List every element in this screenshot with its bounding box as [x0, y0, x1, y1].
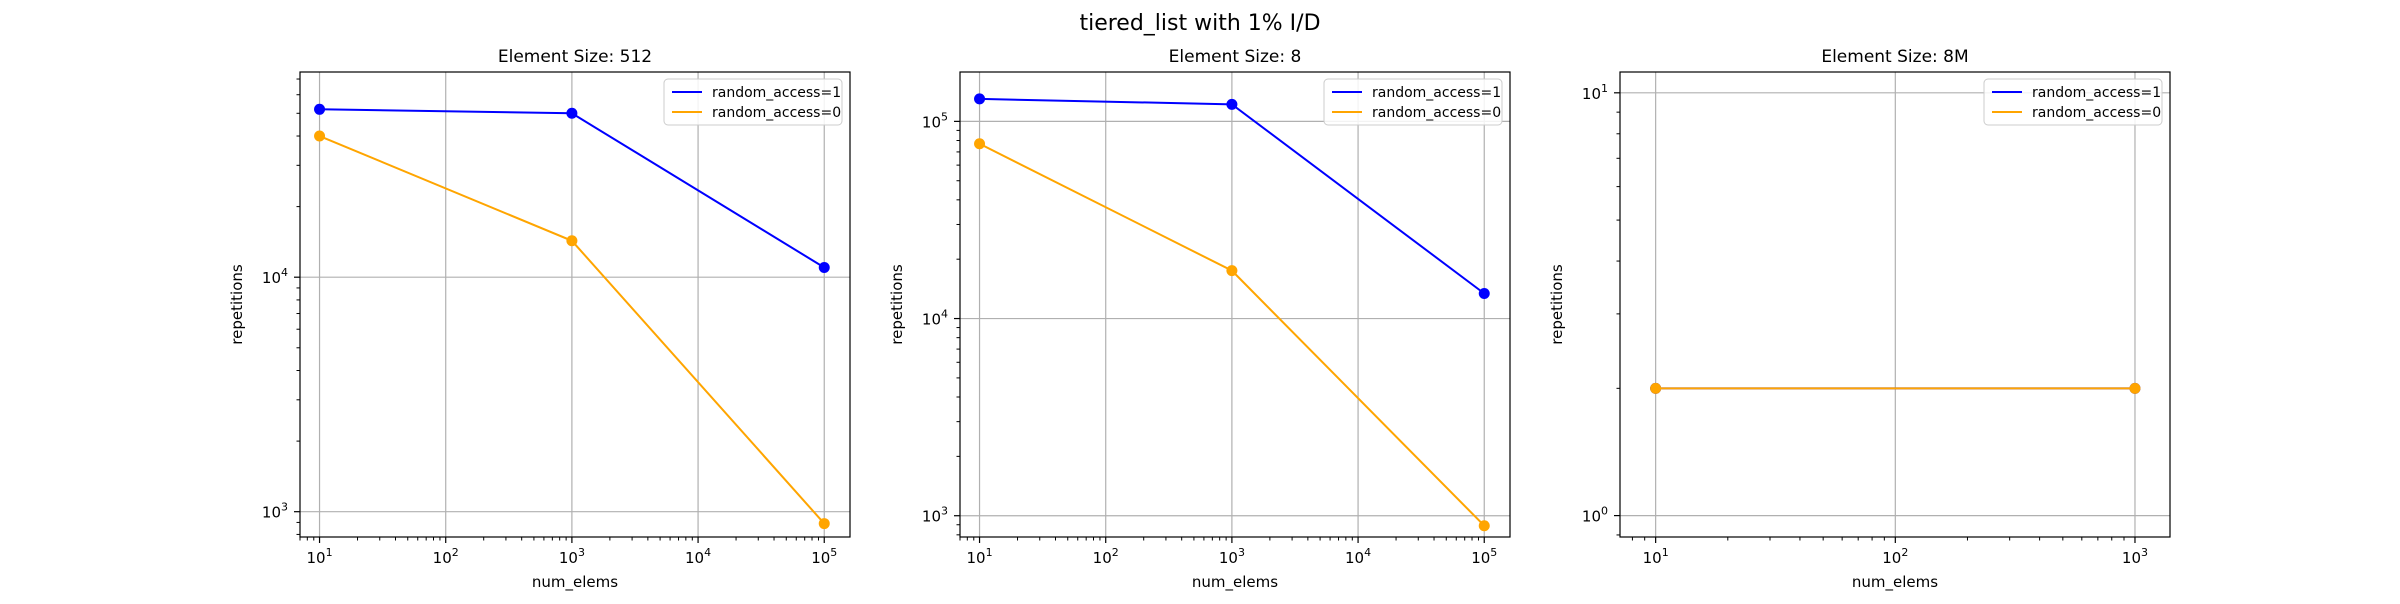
series-point-2 [314, 130, 326, 142]
legend: random_access=1 random_access=0 [663, 78, 843, 126]
y-tick-label: 101 [1582, 82, 1608, 103]
series-point-1 [314, 103, 326, 115]
x-tick-label: 104 [1345, 546, 1371, 567]
series-point-1 [818, 261, 830, 273]
y-tick-label: 100 [1582, 505, 1608, 526]
series-point-2 [974, 138, 986, 150]
y-tick-label: 104 [922, 308, 948, 329]
series-point-2 [1478, 520, 1490, 532]
y-axis-label: repetitions [1548, 264, 1566, 345]
panel-title: Element Size: 8 [1169, 47, 1302, 67]
series-point-1 [566, 107, 578, 119]
y-tick-label: 104 [262, 266, 288, 287]
x-tick-label: 105 [1471, 546, 1497, 567]
axes-frame [1619, 71, 2171, 538]
x-tick-label: 101 [966, 546, 992, 567]
series-point-1 [1226, 98, 1238, 110]
x-tick-label: 103 [2122, 546, 2148, 567]
y-tick-label: 103 [262, 501, 288, 522]
legend-box [663, 78, 843, 126]
legend-label-2: random_access=0 [1372, 105, 1501, 121]
x-tick-label: 103 [1219, 546, 1245, 567]
panel-title: Element Size: 512 [498, 47, 652, 67]
y-tick-label: 103 [922, 505, 948, 526]
y-tick-label: 105 [922, 110, 948, 131]
axes-frame [959, 71, 1511, 538]
x-tick-label: 102 [1882, 546, 1908, 567]
chart-panel-3: 101 102 103 100 101 Element Size: 8M num_elems… [1548, 47, 2171, 592]
chart-panel-2: 101 102 103 104 105 103 104 105 Element Size: 8 n… [888, 47, 1511, 592]
series-point-2 [2129, 382, 2141, 394]
axes-frame [299, 71, 851, 538]
x-tick-label: 104 [685, 546, 711, 567]
x-axis-label: num_elems [1192, 573, 1278, 592]
x-tick-label: 101 [306, 546, 332, 567]
legend-box [1323, 78, 1503, 126]
x-tick-label: 103 [559, 546, 585, 567]
legend-label-1: random_access=1 [712, 85, 841, 101]
series-point-1 [1478, 287, 1490, 299]
x-axis-label: num_elems [1852, 573, 1938, 592]
legend: random_access=1 random_access=0 [1323, 78, 1503, 126]
legend-box [1983, 78, 2163, 126]
panel-title: Element Size: 8M [1821, 47, 1968, 67]
y-axis-label: repetitions [228, 264, 246, 345]
chart-panel-1: 101 102 103 104 105 103 104 Element Size: 512 nu… [228, 47, 851, 592]
legend-label-1: random_access=1 [1372, 85, 1501, 101]
series-point-2 [1650, 382, 1662, 394]
legend-label-2: random_access=0 [712, 105, 841, 121]
x-tick-label: 102 [433, 546, 459, 567]
figure-suptitle: tiered_list with 1% I/D [1079, 11, 1320, 36]
x-tick-label: 102 [1093, 546, 1119, 567]
legend: random_access=1 random_access=0 [1983, 78, 2163, 126]
series-point-2 [566, 235, 578, 247]
x-tick-label: 105 [811, 546, 837, 567]
x-axis-label: num_elems [532, 573, 618, 592]
legend-label-2: random_access=0 [2032, 105, 2161, 121]
y-axis-label: repetitions [888, 264, 906, 345]
series-point-2 [1226, 265, 1238, 277]
x-tick-label: 101 [1643, 546, 1669, 567]
series-point-2 [818, 518, 830, 530]
legend-label-1: random_access=1 [2032, 85, 2161, 101]
series-point-1 [974, 93, 986, 105]
